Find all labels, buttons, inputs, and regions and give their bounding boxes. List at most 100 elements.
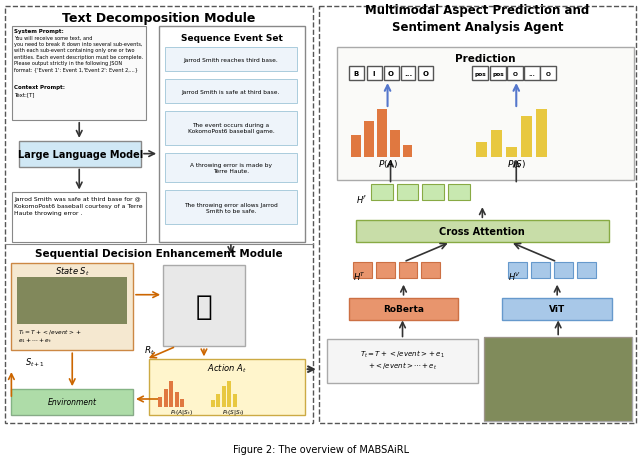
Bar — [216, 394, 220, 407]
Bar — [349, 298, 458, 320]
Bar — [484, 338, 632, 421]
Bar — [12, 263, 133, 350]
Text: $H^f$: $H^f$ — [356, 193, 367, 205]
Bar — [165, 191, 297, 225]
Bar — [165, 153, 297, 183]
Bar — [508, 263, 527, 278]
Bar — [353, 263, 372, 278]
Bar — [149, 359, 305, 415]
Bar — [12, 389, 133, 415]
Text: $P(S)$: $P(S)$ — [507, 157, 526, 169]
Text: Text:[T]: Text:[T] — [14, 92, 35, 97]
Bar — [390, 131, 399, 157]
Bar — [422, 185, 444, 201]
Text: $S_{t+1}$: $S_{t+1}$ — [26, 356, 45, 369]
Bar — [397, 185, 419, 201]
Text: $\it{Action\ A_t}$: $\it{Action\ A_t}$ — [207, 362, 247, 374]
Bar — [401, 67, 415, 81]
Text: $T_t=T+</event>+e_1$: $T_t=T+</event>+e_1$ — [360, 348, 445, 359]
Text: $T_t=T+</event>+$: $T_t=T+</event>+$ — [19, 328, 83, 337]
Text: $+</event>\cdots+e_t$: $+</event>\cdots+e_t$ — [368, 360, 437, 371]
Text: $e_1+\cdots+e_t$: $e_1+\cdots+e_t$ — [19, 336, 52, 344]
Bar — [233, 394, 237, 407]
Bar — [364, 121, 374, 157]
Bar — [17, 277, 127, 325]
Text: Cross Attention: Cross Attention — [440, 227, 525, 237]
Text: Environment: Environment — [48, 398, 97, 407]
Text: System Prompt:: System Prompt: — [14, 30, 64, 35]
Bar — [163, 265, 245, 347]
Bar — [367, 67, 381, 81]
Text: Sequence Event Set: Sequence Event Set — [181, 34, 283, 43]
Bar — [159, 26, 305, 243]
Bar — [484, 338, 632, 421]
Bar — [356, 221, 609, 243]
Bar — [476, 143, 487, 157]
Bar — [319, 7, 636, 423]
Bar — [531, 263, 550, 278]
Text: Text Decomposition Module: Text Decomposition Module — [62, 12, 256, 25]
Bar — [222, 386, 226, 407]
Bar — [403, 146, 413, 157]
Bar — [165, 48, 297, 72]
Text: $H^V$: $H^V$ — [508, 270, 522, 283]
Text: The event occurs during a
KokomoPost6 baseball game.: The event occurs during a KokomoPost6 ba… — [188, 123, 275, 134]
Bar — [326, 339, 478, 383]
Text: O: O — [388, 71, 394, 77]
Text: ViT: ViT — [549, 304, 565, 313]
Bar — [472, 67, 488, 81]
Text: $P(A)$: $P(A)$ — [378, 157, 397, 169]
Bar — [158, 397, 162, 407]
Bar — [165, 80, 297, 104]
Bar — [449, 185, 470, 201]
Text: RoBerta: RoBerta — [383, 304, 424, 313]
Bar — [506, 148, 517, 157]
Text: B: B — [353, 71, 359, 77]
Text: Prediction: Prediction — [455, 54, 516, 64]
Bar — [419, 67, 433, 81]
Bar — [17, 277, 127, 325]
Bar — [371, 185, 392, 201]
Bar — [12, 389, 133, 415]
Bar — [5, 7, 313, 423]
Text: 🤖: 🤖 — [196, 292, 212, 320]
Bar — [211, 400, 215, 407]
Bar — [12, 26, 146, 121]
Bar — [521, 117, 532, 157]
Text: ...: ... — [529, 71, 536, 76]
Text: Jarrod Smith was safe at third base for @
KokomoPost6 baseball courtesy of a Ter: Jarrod Smith was safe at third base for … — [14, 197, 143, 216]
Text: pos: pos — [474, 71, 486, 76]
Bar — [165, 111, 297, 146]
Bar — [19, 142, 141, 167]
Text: O: O — [423, 71, 429, 77]
Text: $\it{State\ S_t}$: $\it{State\ S_t}$ — [55, 265, 90, 278]
Bar — [490, 67, 506, 81]
Text: $R_t$: $R_t$ — [143, 344, 154, 356]
Bar — [349, 67, 364, 81]
Text: Sequential Decision Enhancement Module: Sequential Decision Enhancement Module — [35, 248, 283, 258]
Text: O: O — [513, 71, 518, 76]
Bar — [540, 67, 556, 81]
Bar — [227, 381, 232, 407]
Text: $P_t(A|S_t)$: $P_t(A|S_t)$ — [170, 408, 193, 416]
Text: Jarrod Smith reaches third base.: Jarrod Smith reaches third base. — [184, 58, 278, 63]
Bar — [164, 389, 168, 407]
Text: Large Language Model: Large Language Model — [18, 149, 143, 159]
Text: $P_t(S|S_t)$: $P_t(S|S_t)$ — [221, 408, 244, 416]
Bar — [399, 263, 417, 278]
Bar — [180, 399, 184, 407]
Bar — [536, 110, 547, 157]
Text: A throwing error is made by
Terre Haute.: A throwing error is made by Terre Haute. — [190, 162, 272, 174]
Bar — [554, 263, 573, 278]
Bar — [383, 67, 399, 81]
Bar — [12, 193, 146, 243]
Text: O: O — [546, 71, 550, 76]
Bar — [376, 263, 394, 278]
Text: $H^T$: $H^T$ — [353, 270, 365, 283]
Bar — [351, 136, 360, 157]
Text: Multimodal Aspect Prediction and
Sentiment Analysis Agent: Multimodal Aspect Prediction and Sentime… — [365, 4, 589, 34]
Bar — [376, 110, 387, 157]
Bar — [175, 392, 179, 407]
Bar — [492, 131, 502, 157]
Text: Jarrod Smith is safe at third base.: Jarrod Smith is safe at third base. — [182, 89, 280, 94]
